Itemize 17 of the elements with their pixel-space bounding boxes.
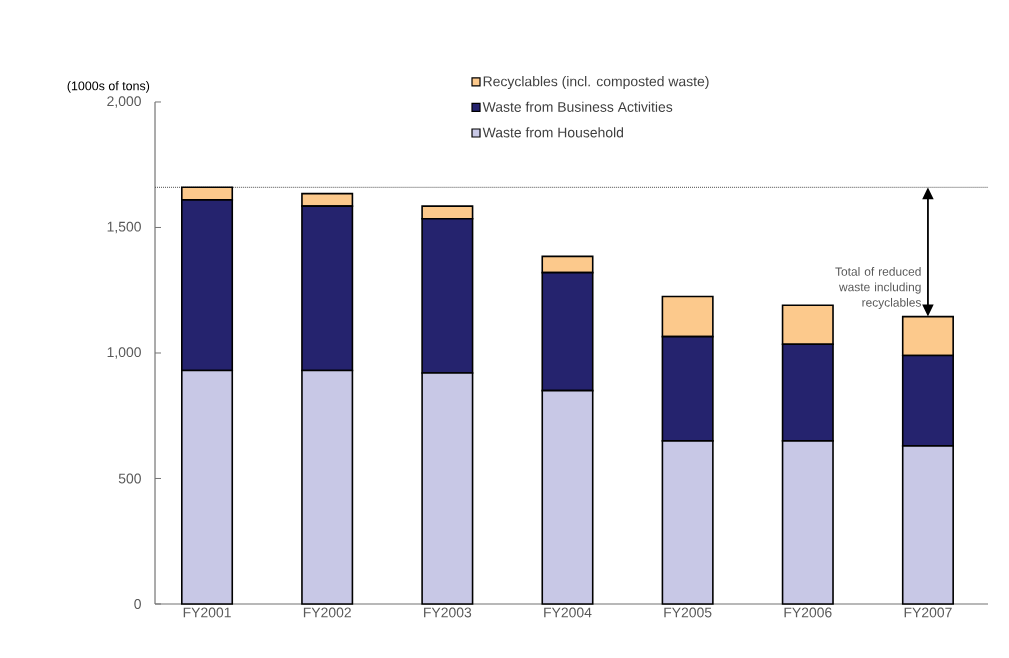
x-tick-label: FY2004: [544, 607, 592, 618]
y-axis-title: (1000s of tons): [67, 81, 150, 93]
legend-label: Waste from Business Activities: [482, 101, 673, 112]
y-tick-label: 1,000: [107, 347, 141, 359]
x-tick-label: FY2005: [664, 607, 712, 618]
y-tick-label: 2,000: [107, 96, 141, 108]
x-tick-label: FY2001: [183, 607, 231, 618]
y-tick-label: 500: [118, 473, 141, 484]
x-tick-label: FY2006: [784, 607, 832, 618]
y-tick-label: 0: [134, 599, 141, 609]
x-tick-label: FY2003: [424, 607, 472, 618]
legend-label: Recyclables (incl. composted waste): [483, 76, 709, 90]
y-tick-label: 1,500: [107, 221, 141, 234]
legend-label: Waste from Household: [482, 127, 624, 138]
annotation: Total of reduced waste including recyclables: [835, 267, 921, 310]
x-tick-label: FY2007: [904, 607, 952, 618]
x-tick-label: FY2002: [303, 607, 351, 618]
